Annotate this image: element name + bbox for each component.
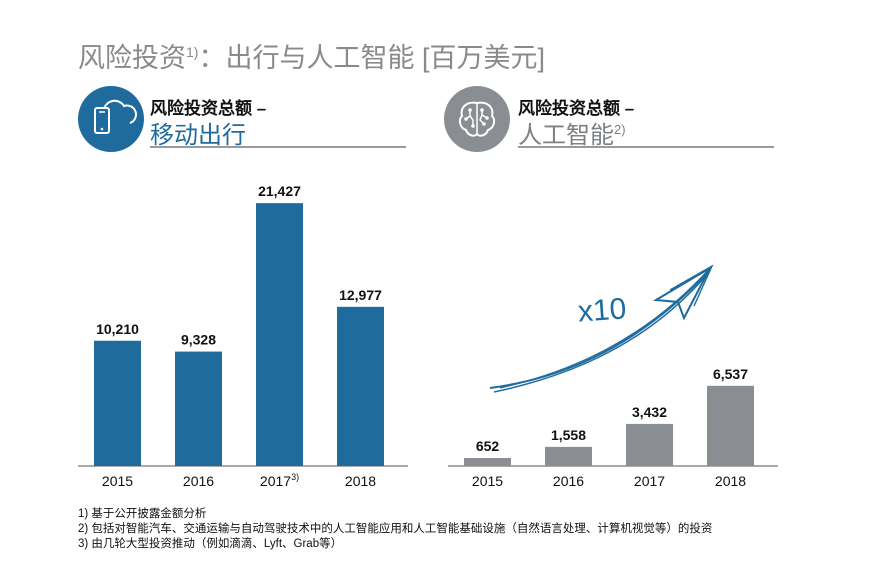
panel-mobility-subheading-text: 移动出行 (150, 122, 246, 149)
rising-arrow-icon (489, 264, 714, 393)
data-label: 21,427 (258, 183, 301, 199)
bar-2017 (626, 423, 673, 466)
chart-ai: 652 2015 1,558 2016 3,432 2017 6,537 2018 (448, 366, 778, 489)
bar-2015 (94, 340, 141, 466)
data-label: 3,432 (632, 404, 667, 420)
tick-label: 20173) (260, 472, 299, 489)
bar-2017 (256, 203, 303, 466)
tick-label: 2017 (634, 473, 665, 489)
data-label: 1,558 (551, 427, 586, 443)
x10-annotation: x10 (576, 292, 628, 329)
tick-label: 2015 (472, 473, 503, 489)
panel-ai-subheading-text: 人工智能 (518, 122, 614, 149)
data-label: 10,210 (96, 321, 139, 337)
footnote-2: 2) 包括对智能汽车、交通运输与自动驾驶技术中的人工智能应用和人工智能基础设施（… (78, 523, 713, 535)
bar-2015 (464, 458, 511, 466)
panel-mobility-rule (150, 146, 406, 148)
footnotes: 1) 基于公开披露金额分析 2) 包括对智能汽车、交通运输与自动驾驶技术中的人工… (78, 507, 712, 552)
chart-mobility: 10,210 2015 9,328 2016 21,427 20173) 12,977 201… (78, 183, 408, 489)
bar-2018 (337, 306, 384, 466)
panel-mobility-heading: 风险投资总额 – (150, 99, 267, 118)
data-label: 9,328 (181, 332, 216, 348)
page-title: 风险投资1)：出行与人工智能 [百万美元] (78, 36, 545, 75)
panel-mobility-subheading: 移动出行 (150, 115, 246, 150)
bar-2016 (545, 446, 592, 466)
tick-label: 2016 (553, 473, 584, 489)
title-text: 风险投资 (78, 43, 186, 73)
data-label: 12,977 (339, 287, 382, 303)
footnote-1: 1) 基于公开披露金额分析 (78, 508, 207, 520)
panel-ai-heading: 风险投资总额 – (518, 99, 635, 118)
bar-2018 (707, 385, 754, 466)
panel-ai-rule (518, 146, 774, 148)
panel-ai-footnote-ref: 2) (614, 122, 626, 137)
brain-circuit-icon (444, 86, 510, 152)
title-rest: ：出行与人工智能 [百万美元] (198, 43, 545, 73)
tick-label: 2015 (102, 473, 133, 489)
data-label: 652 (476, 438, 500, 454)
data-label: 6,537 (713, 366, 748, 382)
tick-footnote-ref: 3) (291, 472, 299, 482)
panel-ai-subheading: 人工智能2) (518, 115, 626, 150)
tick-label: 2018 (715, 473, 746, 489)
smartphone-cloud-icon (78, 86, 144, 152)
title-footnote-ref: 1) (186, 44, 199, 60)
bar-2016 (175, 351, 222, 466)
tick-label: 2016 (183, 473, 214, 489)
footnote-3: 3) 由几轮大型投资推动（例如滴滴、Lyft、Grab等） (78, 538, 343, 550)
tick-label: 2018 (345, 473, 376, 489)
